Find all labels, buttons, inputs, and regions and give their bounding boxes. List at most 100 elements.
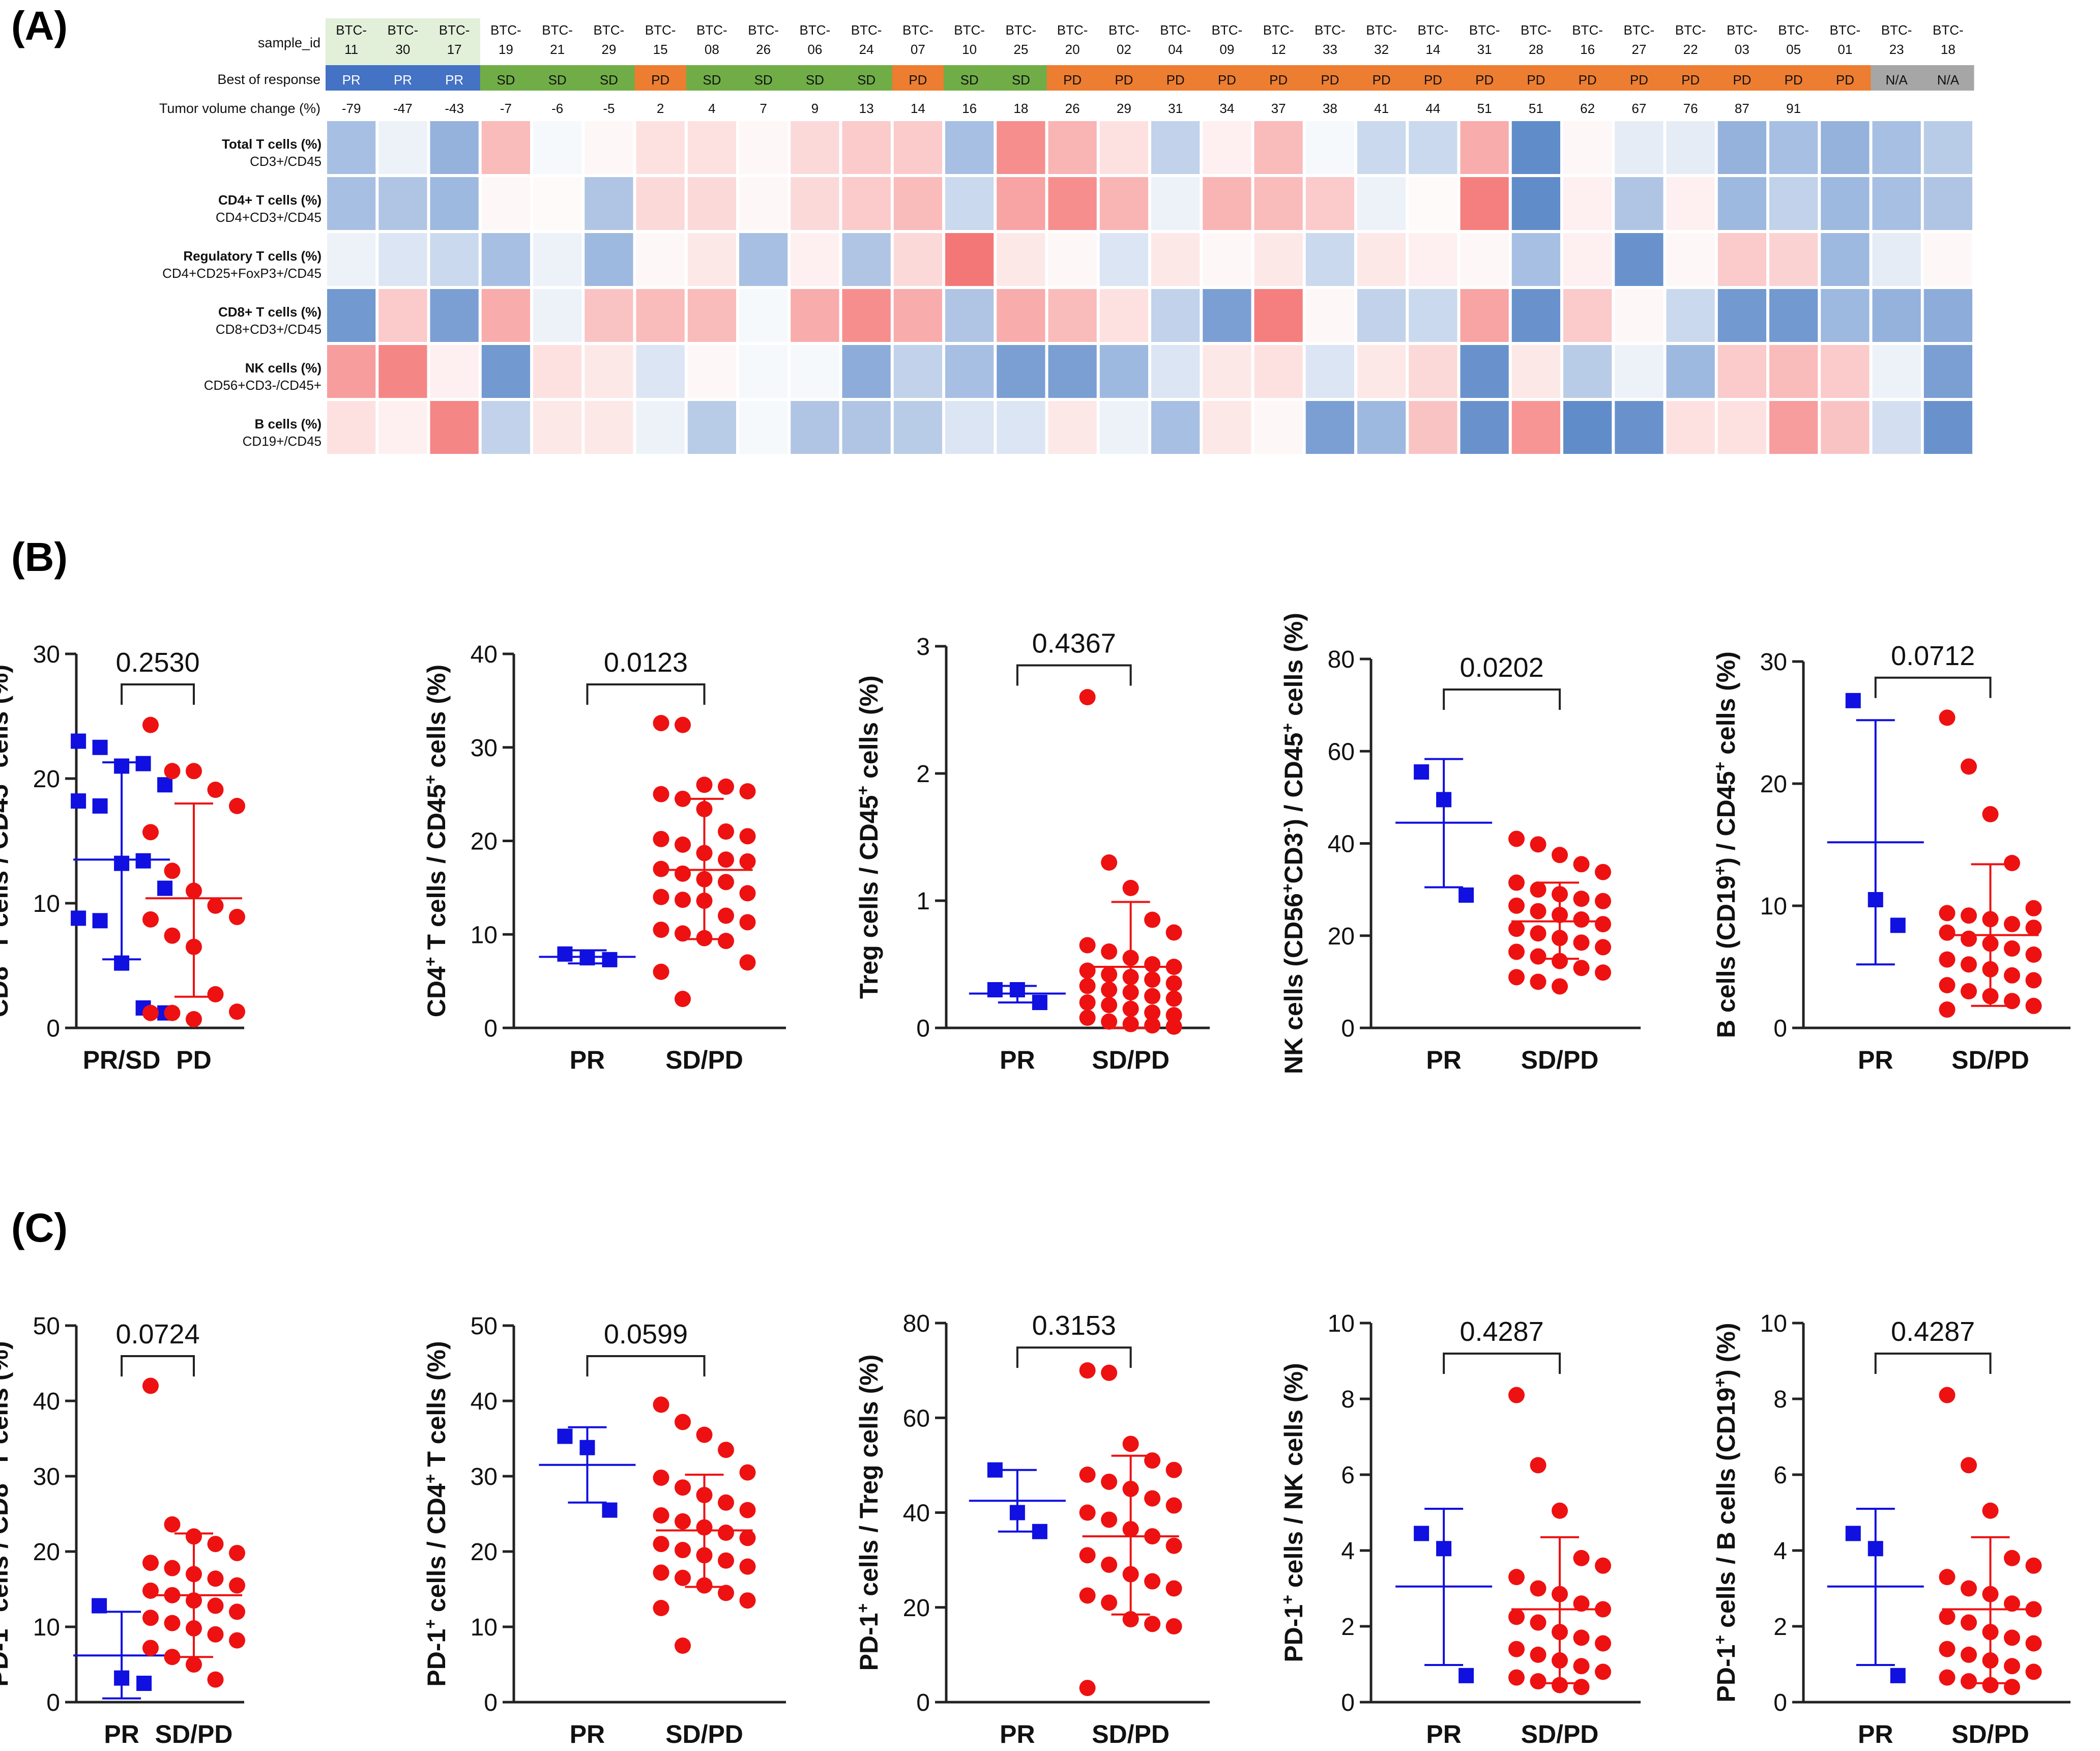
data-point-circle <box>1939 977 1956 993</box>
heatmap-cell <box>1563 177 1612 230</box>
data-point-circle <box>2025 1557 2042 1574</box>
x-category-label: SD/PD <box>1951 1720 2029 1748</box>
response-cell <box>1665 65 1717 91</box>
data-point-circle <box>1530 1457 1547 1474</box>
tumor-volume-value: -79 <box>342 101 361 116</box>
data-point-circle <box>1079 937 1096 954</box>
sample-bg-pr <box>428 18 480 65</box>
row-title: NK cells (%) <box>245 360 322 376</box>
data-point-square <box>157 777 173 793</box>
x-category-label: PR <box>1426 1046 1461 1074</box>
data-point-circle <box>1552 847 1568 864</box>
significance-bracket <box>1443 688 1561 710</box>
series-pr <box>539 1426 636 1518</box>
heatmap-cell <box>430 345 479 398</box>
data-point-circle <box>1573 911 1590 928</box>
y-tick-label: 20 <box>33 766 60 793</box>
tumor-volume-header: Tumor volume change (%) <box>159 101 320 116</box>
heatmap-cell <box>1821 345 1870 398</box>
heatmap-cell <box>791 345 839 398</box>
heatmap-cell <box>1203 345 1251 398</box>
heatmap-cell <box>1357 401 1406 454</box>
panel-label-c: (C) <box>11 1205 68 1250</box>
data-point-circle <box>1961 1457 1977 1474</box>
sample-prefix: BTC- <box>800 22 831 38</box>
heatmap-cell <box>1615 345 1664 398</box>
heatmap-cell <box>1409 177 1457 230</box>
y-tick-label: 1 <box>916 888 930 915</box>
y-axis-label: PD-1+ cells / NK cells (%) <box>1278 1363 1308 1662</box>
series-sd-pd <box>653 714 756 1008</box>
data-point-circle <box>739 885 756 902</box>
y-label-superscript: + <box>1711 762 1729 771</box>
response-label: PD <box>1785 72 1803 88</box>
data-point-circle <box>1595 1663 1611 1680</box>
heatmap-cell <box>1203 401 1251 454</box>
tumor-volume-value: 51 <box>1477 101 1492 116</box>
heatmap-cell <box>842 177 891 230</box>
data-point-circle <box>718 851 734 868</box>
heatmap-cell <box>997 401 1045 454</box>
tumor-volume-value: 7 <box>760 101 767 116</box>
tumor-volume-value: -7 <box>500 101 512 116</box>
data-point-circle <box>186 1656 202 1673</box>
data-point-circle <box>675 1638 691 1654</box>
data-point-circle <box>186 1011 202 1027</box>
heatmap-cell <box>636 233 685 286</box>
heatmap-cell <box>1872 401 1921 454</box>
heatmap-cell <box>739 289 788 342</box>
y-tick-label: 60 <box>1328 738 1355 765</box>
y-label-segment: ) / CD45 <box>1279 733 1308 827</box>
heatmap-cell <box>997 289 1045 342</box>
data-point-circle <box>1508 1387 1525 1403</box>
y-label-segment: T cells (%) <box>422 1341 451 1474</box>
sample-prefix: BTC- <box>1006 22 1037 38</box>
sample-prefix: BTC- <box>1160 22 1191 38</box>
sample-id: 12 <box>1271 42 1286 57</box>
series-pr <box>1827 1508 1924 1683</box>
significance-bracket <box>1443 1353 1561 1374</box>
response-cell <box>789 65 841 91</box>
response-cell <box>326 65 377 91</box>
y-tick-label: 6 <box>1341 1462 1355 1489</box>
heatmap-cell <box>1305 401 1354 454</box>
heatmap-cell <box>997 121 1045 174</box>
response-header: Best of response <box>217 72 320 87</box>
heatmap-cell <box>1821 177 1870 230</box>
sample-id: 05 <box>1786 42 1801 57</box>
x-category-label: SD/PD <box>1092 1720 1170 1748</box>
heatmap-cell <box>1872 345 1921 398</box>
data-point-circle <box>1165 1007 1182 1023</box>
tumor-volume-value: 18 <box>1013 101 1028 116</box>
sample-prefix: BTC- <box>542 22 573 38</box>
data-point-circle <box>1530 1614 1547 1631</box>
data-point-circle <box>1961 1580 1977 1597</box>
y-label-segment: PD-1 <box>1279 1604 1308 1662</box>
heatmap-cell <box>378 401 427 454</box>
series-pr <box>1827 693 1924 966</box>
data-point-circle <box>142 1555 159 1571</box>
sample-id: 31 <box>1477 42 1492 57</box>
heatmap-cell <box>327 401 376 454</box>
data-point-circle <box>718 1552 734 1569</box>
series-pr <box>969 982 1066 1010</box>
response-cell <box>1562 65 1614 91</box>
response-label: PD <box>1424 72 1442 88</box>
data-point-circle <box>1573 1629 1590 1646</box>
heatmap-cell <box>636 345 685 398</box>
heatmap-cell <box>1511 233 1560 286</box>
response-cell <box>1510 65 1562 91</box>
significance-bracket <box>121 683 195 705</box>
heatmap-cell <box>585 345 633 398</box>
data-point-square <box>602 1502 618 1518</box>
heatmap-cell <box>1666 289 1715 342</box>
heatmap-cell <box>1872 121 1921 174</box>
response-label: SD <box>857 72 876 88</box>
heatmap-cell <box>1872 233 1921 286</box>
tumor-volume-value: -6 <box>551 101 563 116</box>
y-tick-label: 10 <box>33 891 60 917</box>
data-point-circle <box>164 1560 181 1576</box>
tumor-volume-value: 13 <box>859 101 874 116</box>
